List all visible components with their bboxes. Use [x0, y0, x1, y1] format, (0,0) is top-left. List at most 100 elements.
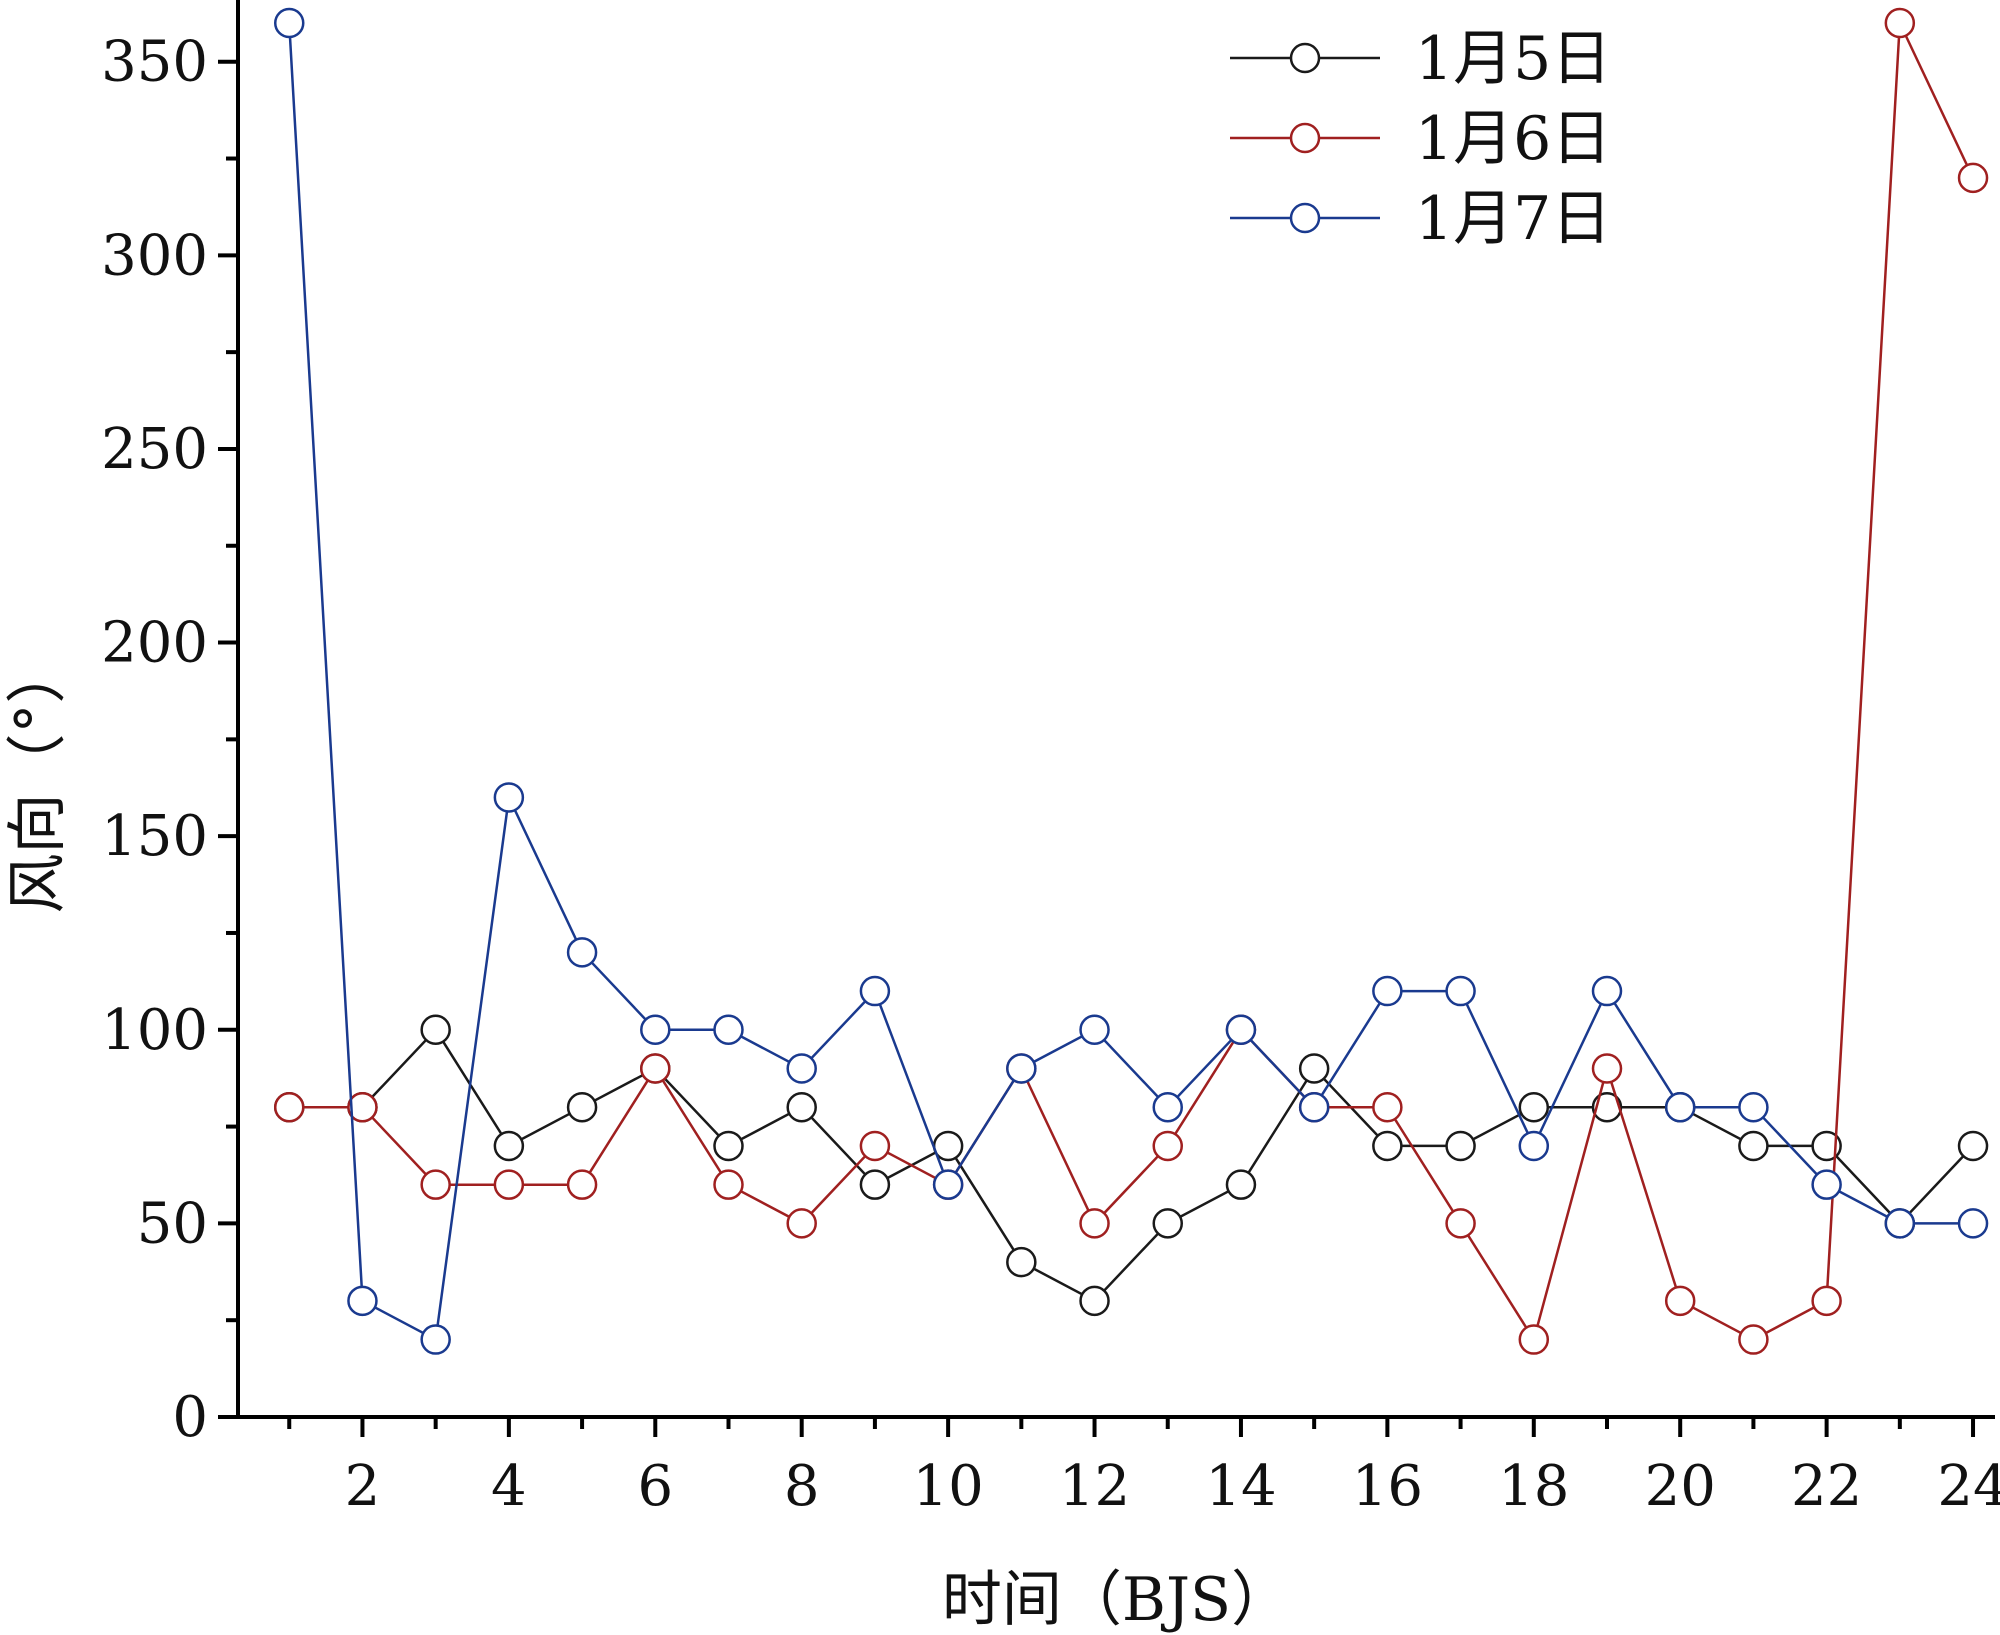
- data-point: [1006, 1246, 1037, 1278]
- data-point: [1811, 1130, 1842, 1162]
- data-point: [1079, 1208, 1110, 1239]
- data-point: [859, 1130, 891, 1162]
- data-point: [786, 1053, 817, 1084]
- data-point: [932, 1169, 964, 1200]
- data-point: [1884, 1208, 1916, 1239]
- data-point: [1664, 1285, 1696, 1317]
- data-point: [1664, 1091, 1696, 1123]
- data-point: [1079, 1014, 1110, 1046]
- x-tick-label: 4: [491, 1454, 527, 1519]
- x-tick-label: 14: [1205, 1454, 1276, 1519]
- legend-label: 1月6日: [1415, 104, 1611, 174]
- data-point: [493, 782, 525, 813]
- data-point: [1225, 1014, 1257, 1046]
- y-tick-label: 250: [101, 417, 208, 482]
- x-tick-label: 16: [1352, 1454, 1423, 1519]
- data-point: [1957, 162, 1989, 194]
- series-3: [273, 7, 1989, 1355]
- data-point: [420, 1014, 451, 1046]
- y-tick-label: 100: [101, 998, 208, 1063]
- legend-item: 1月7日: [1230, 184, 1611, 254]
- data-point: [640, 1053, 671, 1084]
- x-axis-title: 时间（BJS）: [942, 1565, 1291, 1635]
- x-tick-label: 22: [1791, 1454, 1862, 1519]
- data-point: [1811, 1285, 1842, 1317]
- legend-item: 1月5日: [1230, 24, 1611, 94]
- x-tick-label: 20: [1645, 1454, 1716, 1519]
- data-point: [859, 975, 891, 1007]
- legend-label: 1月5日: [1415, 24, 1611, 94]
- data-point: [859, 1169, 891, 1200]
- legend-label: 1月7日: [1415, 184, 1611, 254]
- legend-marker: [1289, 202, 1321, 234]
- legend: 1月5日 1月6日 1月7日: [1230, 24, 1611, 254]
- data-point: [1518, 1130, 1550, 1162]
- legend-marker: [1289, 42, 1321, 74]
- data-point: [1518, 1091, 1550, 1123]
- x-tick-label: 6: [637, 1454, 673, 1519]
- data-point: [420, 1169, 451, 1200]
- data-point: [786, 1091, 817, 1123]
- data-point: [1372, 1091, 1403, 1123]
- data-point: [1884, 7, 1916, 39]
- data-point: [640, 1014, 671, 1046]
- data-point: [273, 7, 305, 39]
- data-point: [1738, 1130, 1769, 1162]
- data-point: [1372, 975, 1403, 1007]
- y-tick-label: 300: [101, 223, 208, 288]
- data-point: [713, 1130, 744, 1162]
- data-point: [566, 1169, 598, 1200]
- data-point: [1152, 1208, 1183, 1239]
- y-tick-label: 150: [101, 804, 208, 869]
- data-point: [1298, 1091, 1330, 1123]
- data-point: [493, 1169, 525, 1200]
- x-ticks: 2 4 6 8 10 12 14 16 18 20 22 24: [287, 1417, 2000, 1519]
- data-point: [273, 1091, 305, 1123]
- x-tick-label: 18: [1498, 1454, 1569, 1519]
- data-point: [1591, 975, 1623, 1007]
- axes: [236, 0, 1995, 1419]
- data-point: [1445, 1130, 1476, 1162]
- data-point: [786, 1208, 817, 1239]
- data-point: [1591, 1091, 1623, 1123]
- data-point: [566, 937, 598, 968]
- data-point: [493, 1130, 525, 1162]
- data-point: [1079, 1285, 1110, 1317]
- data-point: [713, 1169, 744, 1200]
- data-point: [1591, 1053, 1623, 1084]
- y-tick-label: 0: [172, 1385, 208, 1450]
- x-tick-label: 8: [784, 1454, 820, 1519]
- data-point: [1957, 1208, 1989, 1239]
- y-tick-label: 350: [101, 30, 208, 95]
- data-point: [1811, 1169, 1842, 1200]
- data-point: [1006, 1053, 1037, 1084]
- y-axis-title: 风向（°）: [3, 644, 73, 914]
- y-tick-label: 50: [137, 1191, 208, 1256]
- data-point: [420, 1324, 451, 1355]
- x-tick-label: 12: [1059, 1454, 1130, 1519]
- data-point: [713, 1014, 744, 1046]
- data-point: [1738, 1324, 1769, 1355]
- data-point: [1225, 1169, 1257, 1200]
- data-point: [1298, 1053, 1330, 1084]
- data-point: [566, 1091, 598, 1123]
- data-point: [1957, 1130, 1989, 1162]
- y-ticks: 0 50 100 150 200 250 300 350: [101, 30, 238, 1450]
- data-point: [347, 1091, 378, 1123]
- data-point: [1518, 1324, 1550, 1355]
- data-point: [1152, 1091, 1183, 1123]
- x-tick-label: 2: [345, 1454, 381, 1519]
- x-tick-label: 24: [1937, 1454, 2000, 1519]
- data-point: [1445, 975, 1476, 1007]
- data-point: [347, 1285, 378, 1317]
- legend-marker: [1289, 122, 1321, 154]
- legend-item: 1月6日: [1230, 104, 1611, 174]
- data-point: [1445, 1208, 1476, 1239]
- data-point: [1738, 1091, 1769, 1123]
- x-tick-label: 10: [912, 1454, 983, 1519]
- data-point: [1372, 1130, 1403, 1162]
- y-tick-label: 200: [101, 611, 208, 676]
- series-group: [273, 7, 1989, 1355]
